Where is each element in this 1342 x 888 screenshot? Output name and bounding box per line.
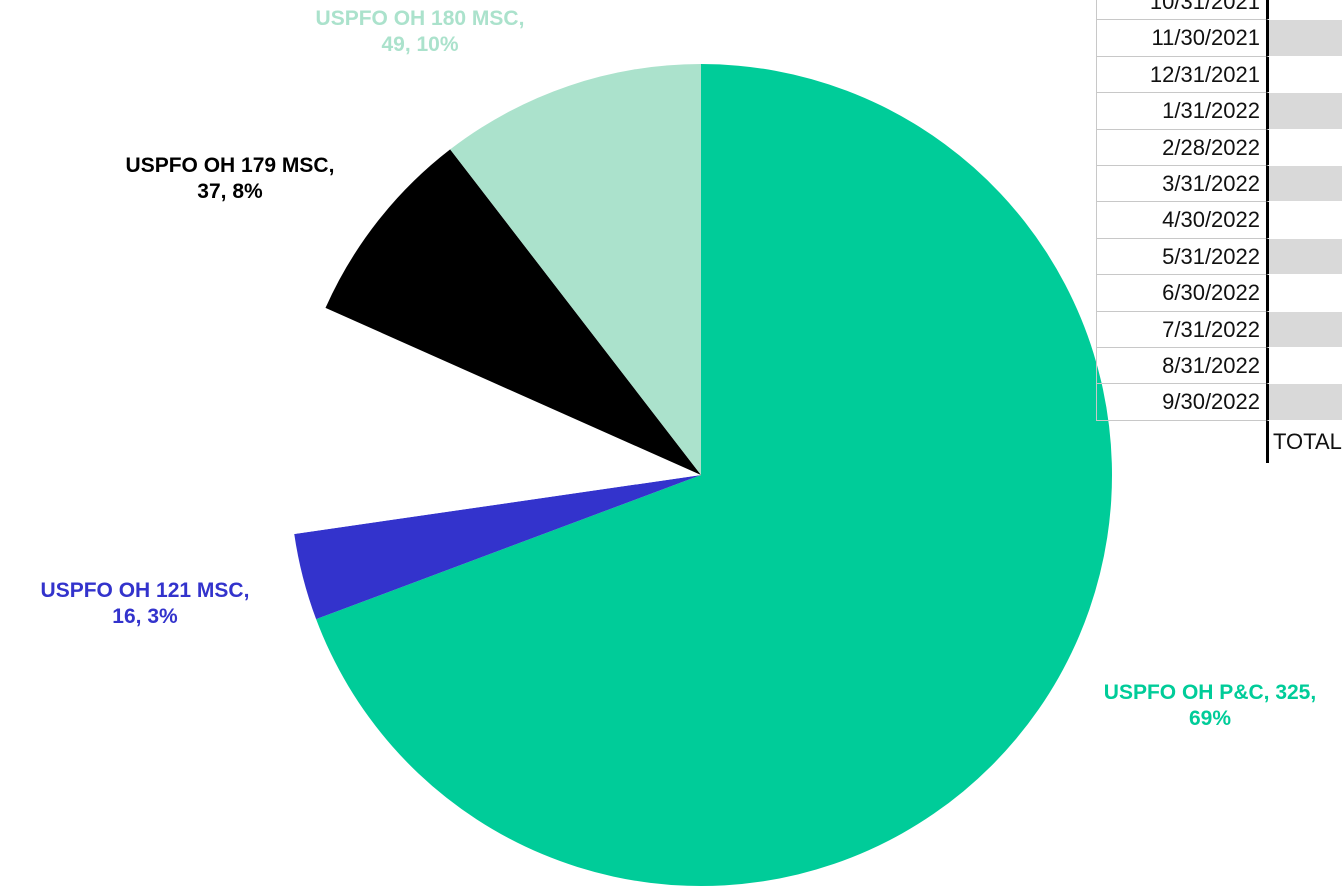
value-cell	[1266, 238, 1342, 276]
pie-slice-unlabeled-2	[289, 307, 701, 534]
value-cell	[1266, 347, 1342, 385]
value-cell	[1266, 0, 1342, 21]
sheet-row: 9/30/2022	[1096, 384, 1342, 421]
label-uspfo-oh-121-msc: USPFO OH 121 MSC, 16, 3%	[0, 578, 290, 630]
date-cell: 8/31/2022	[1096, 347, 1266, 385]
value-cell	[1266, 311, 1342, 348]
value-cell	[1266, 384, 1342, 421]
pie-slice-uspfo-oh-180-msc	[450, 64, 701, 475]
label-uspfo-oh-pc-line-2: 69%	[1188, 707, 1232, 730]
label-uspfo-oh-121-msc-line-2: 16, 3%	[112, 605, 178, 628]
sheet-row: 8/31/2022	[1096, 347, 1342, 385]
pie-slice-uspfo-oh-121-msc	[294, 475, 701, 620]
date-cell: 9/30/2022	[1096, 384, 1266, 421]
spreadsheet-fragment: 10/31/2021 11/30/2021 12/31/2021 1/31/20…	[1096, 0, 1342, 463]
date-cell: 5/31/2022	[1096, 238, 1266, 276]
label-uspfo-oh-180-msc-line-2: 49, 10%	[381, 33, 459, 56]
date-cell: 10/31/2021	[1096, 0, 1266, 21]
sheet-row: 11/30/2021	[1096, 20, 1342, 57]
value-cell	[1266, 20, 1342, 57]
date-cell: 6/30/2022	[1096, 275, 1266, 312]
sheet-row: 7/31/2022	[1096, 311, 1342, 348]
sheet-row: 10/31/2021	[1096, 0, 1342, 21]
sheet-row: 6/30/2022	[1096, 275, 1342, 312]
value-cell	[1266, 56, 1342, 94]
label-uspfo-oh-pc: USPFO OH P&C, 325, 69%	[1060, 680, 1342, 732]
label-uspfo-oh-179-msc: USPFO OH 179 MSC, 37, 8%	[40, 153, 420, 205]
sheet-row: 2/28/2022	[1096, 129, 1342, 166]
pie-slice-uspfo-oh-179-msc	[325, 149, 701, 476]
date-cell: 4/30/2022	[1096, 202, 1266, 239]
date-cell: 12/31/2021	[1096, 56, 1266, 94]
total-label: TOTAL	[1266, 420, 1342, 463]
value-cell	[1266, 129, 1342, 166]
value-cell	[1266, 202, 1342, 239]
value-cell	[1266, 93, 1342, 130]
label-uspfo-oh-180-msc-line-1: USPFO OH 180 MSC,	[315, 7, 525, 30]
label-uspfo-oh-180-msc: USPFO OH 180 MSC, 49, 10%	[230, 6, 610, 58]
date-cell: 11/30/2021	[1096, 20, 1266, 57]
label-uspfo-oh-pc-line-1: USPFO OH P&C, 325,	[1103, 681, 1317, 704]
sheet-row: 4/30/2022	[1096, 202, 1342, 239]
label-uspfo-oh-179-msc-line-2: 37, 8%	[197, 180, 263, 203]
sheet-total-row: TOTAL	[1096, 420, 1342, 463]
sheet-row: 5/31/2022	[1096, 238, 1342, 276]
label-uspfo-oh-121-msc-line-1: USPFO OH 121 MSC,	[40, 579, 250, 602]
date-cell: 7/31/2022	[1096, 311, 1266, 348]
date-cell: 3/31/2022	[1096, 165, 1266, 203]
value-cell	[1266, 165, 1342, 203]
date-cell: 2/28/2022	[1096, 129, 1266, 166]
sheet-row: 3/31/2022	[1096, 165, 1342, 203]
sheet-row: 12/31/2021	[1096, 56, 1342, 94]
label-uspfo-oh-179-msc-line-1: USPFO OH 179 MSC,	[125, 154, 335, 177]
value-cell	[1266, 275, 1342, 312]
empty-cell	[1096, 421, 1266, 457]
sheet-row: 1/31/2022	[1096, 93, 1342, 130]
pie-slice-uspfo-oh-p-c	[316, 64, 1112, 886]
date-cell: 1/31/2022	[1096, 93, 1266, 130]
